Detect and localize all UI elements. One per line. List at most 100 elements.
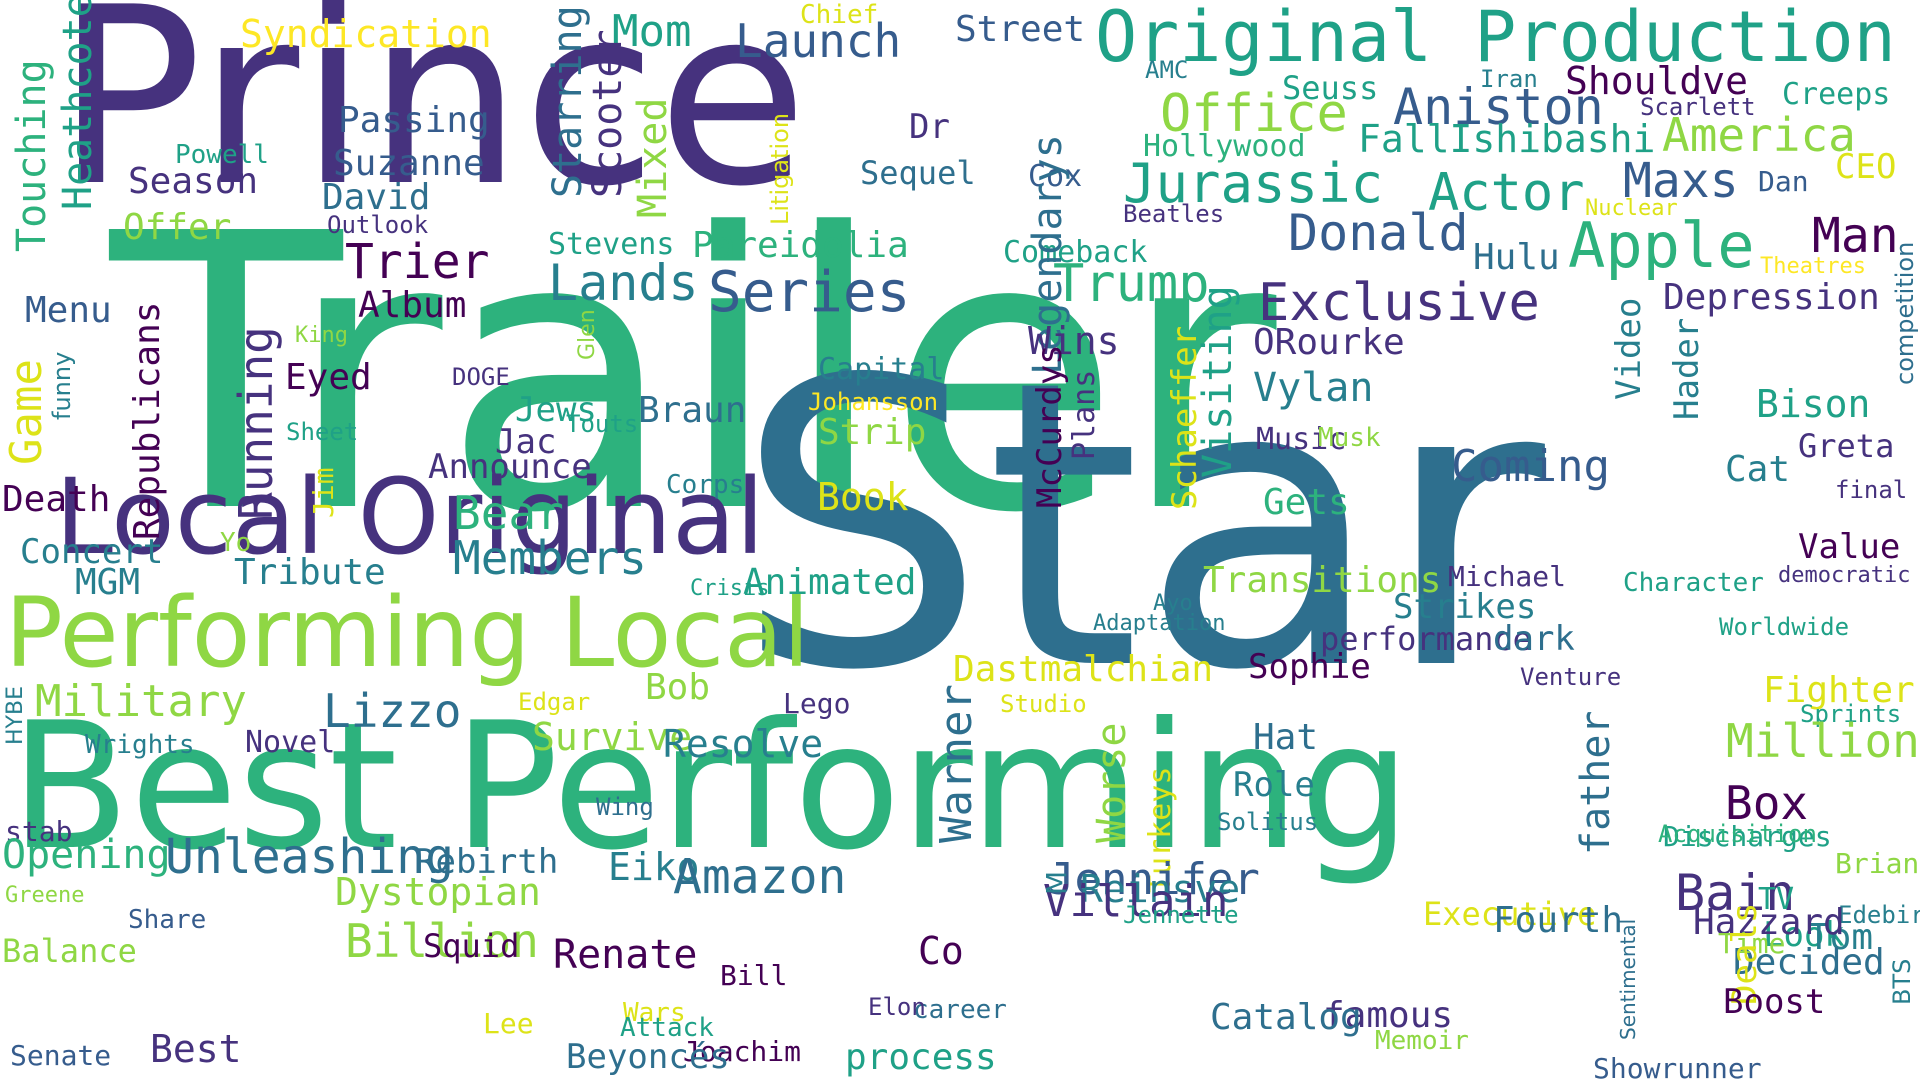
word-executive: Executive bbox=[1423, 895, 1597, 933]
word-role: Role bbox=[1233, 765, 1315, 805]
word-dr: Dr bbox=[909, 107, 950, 147]
word-litigation: Litigation bbox=[766, 112, 794, 225]
word-touts: Touts bbox=[566, 410, 639, 438]
word-beyonc-s: Beyoncés bbox=[566, 1037, 730, 1077]
word-sprints: Sprints bbox=[1800, 700, 1902, 728]
word-sequel: Sequel bbox=[860, 154, 976, 192]
word-book: Book bbox=[817, 475, 909, 519]
word-launch: Launch bbox=[735, 14, 902, 68]
word-unleashing: Unleashing bbox=[165, 829, 454, 885]
word-billion: Billion bbox=[345, 914, 539, 968]
word-pareidolia: Pareidolia bbox=[692, 225, 909, 266]
word-discharges: Discharges bbox=[1663, 820, 1832, 853]
word-theatres: Theatres bbox=[1760, 254, 1866, 279]
word-transitions: Transitions bbox=[1203, 560, 1442, 601]
word-nuclear: Nuclear bbox=[1585, 196, 1678, 221]
word-musk: Musk bbox=[1318, 423, 1381, 453]
word-yo: Yo bbox=[220, 528, 252, 558]
word-local-original: Local Original bbox=[55, 456, 765, 578]
word-wrights: Wrights bbox=[85, 730, 195, 760]
word-edgar: Edgar bbox=[518, 688, 591, 716]
word-dystopian: Dystopian bbox=[335, 870, 541, 914]
word-jac: Jac bbox=[495, 422, 557, 462]
word-powell: Powell bbox=[175, 140, 269, 170]
word-ayo: Ayo bbox=[1153, 591, 1193, 616]
word-worldwide: Worldwide bbox=[1719, 613, 1850, 641]
word-famous: famous bbox=[1323, 995, 1454, 1036]
word-mgm: MGM bbox=[75, 562, 141, 603]
word-mixed: Mixed bbox=[630, 97, 676, 218]
word-man: Man bbox=[1812, 208, 1899, 264]
word-amc: AMC bbox=[1145, 56, 1189, 84]
word-michael: Michael bbox=[1448, 560, 1567, 593]
word-doge: DOGE bbox=[452, 363, 510, 391]
word-performance: performance bbox=[1320, 620, 1532, 658]
word-lego: Lego bbox=[783, 687, 851, 720]
word-exclusive: Exclusive bbox=[1258, 273, 1540, 333]
word-dastmalchian: Dastmalchian bbox=[953, 649, 1214, 690]
word-acquisition: Acquisition bbox=[1658, 820, 1817, 848]
word-warner: Warner bbox=[931, 684, 982, 843]
word-seuss: Seuss bbox=[1282, 69, 1379, 107]
word-elon: Elon bbox=[868, 993, 926, 1021]
word-share: Share bbox=[128, 905, 207, 935]
word-starring: Starring bbox=[545, 5, 591, 198]
word-reinsve: Reinsve bbox=[1080, 867, 1241, 911]
word-bts: BTS bbox=[1888, 958, 1916, 1005]
word-offer: Offer bbox=[123, 207, 232, 248]
word-final: final bbox=[1835, 476, 1908, 504]
word-iran: Iran bbox=[1480, 65, 1538, 93]
word-actor: Actor bbox=[1428, 163, 1585, 223]
word-america: America bbox=[1662, 108, 1856, 162]
word-season: Season bbox=[128, 161, 259, 202]
word-jurassic: Jurassic bbox=[1123, 152, 1384, 215]
word-squid: Squid bbox=[423, 927, 520, 965]
word-touching: Touching bbox=[9, 59, 55, 252]
word-jews: Jews bbox=[515, 390, 597, 430]
word-process: process bbox=[845, 1037, 997, 1078]
word-glen: Glen bbox=[575, 309, 600, 360]
word-wins: Wins bbox=[1028, 319, 1120, 363]
word-concert: Concert bbox=[20, 532, 164, 572]
word-republicans: Republicans bbox=[127, 301, 168, 540]
word-video: Video bbox=[1609, 297, 1649, 400]
word-menu: Menu bbox=[25, 290, 112, 331]
word-career: career bbox=[913, 995, 1007, 1025]
word-senate: Senate bbox=[10, 1039, 112, 1072]
word-johansson: Johansson bbox=[808, 388, 939, 416]
word-coming: Coming bbox=[1451, 441, 1610, 492]
word-lee: Lee bbox=[483, 1007, 534, 1040]
word-best: Best bbox=[150, 1027, 242, 1071]
word-beatles: Beatles bbox=[1123, 200, 1225, 228]
word-jennifer: Jennifer bbox=[1048, 854, 1260, 905]
word-worse: Worse bbox=[1089, 722, 1135, 843]
word-democratic: democratic bbox=[1778, 563, 1911, 588]
word-gets: Gets bbox=[1263, 482, 1350, 523]
word-scarlett: Scarlett bbox=[1640, 93, 1756, 121]
word-venture: Venture bbox=[1520, 663, 1622, 691]
word-apple: Apple bbox=[1568, 209, 1755, 282]
word-hat: Hat bbox=[1253, 717, 1319, 758]
word-value: Value bbox=[1798, 527, 1901, 567]
word-jim: Jim bbox=[307, 467, 340, 518]
word-cat: Cat bbox=[1725, 449, 1791, 490]
word-millions: Millions bbox=[1726, 714, 1920, 768]
word-running: Running bbox=[229, 326, 283, 520]
word-members: Members bbox=[453, 531, 647, 585]
word-corps: Corps bbox=[666, 470, 745, 500]
word-opening: Opening bbox=[2, 832, 171, 878]
word-vylan: Vylan bbox=[1253, 365, 1374, 411]
word-outlook: Outlook bbox=[327, 211, 429, 239]
word-sentimental: Sentimental bbox=[1616, 918, 1640, 1040]
word-aniston: Aniston bbox=[1393, 78, 1604, 136]
word-balance: Balance bbox=[2, 932, 137, 970]
word-scooter: Scooter bbox=[585, 29, 631, 198]
word-series: Series bbox=[708, 260, 911, 325]
word-depression: Depression bbox=[1663, 277, 1880, 318]
word-hulu: Hulu bbox=[1473, 237, 1560, 278]
word-syndication: Syndication bbox=[240, 12, 492, 56]
word-greene: Greene bbox=[5, 883, 85, 908]
word-villain: Villain bbox=[1043, 876, 1229, 927]
word-tv: TV bbox=[1758, 882, 1795, 917]
